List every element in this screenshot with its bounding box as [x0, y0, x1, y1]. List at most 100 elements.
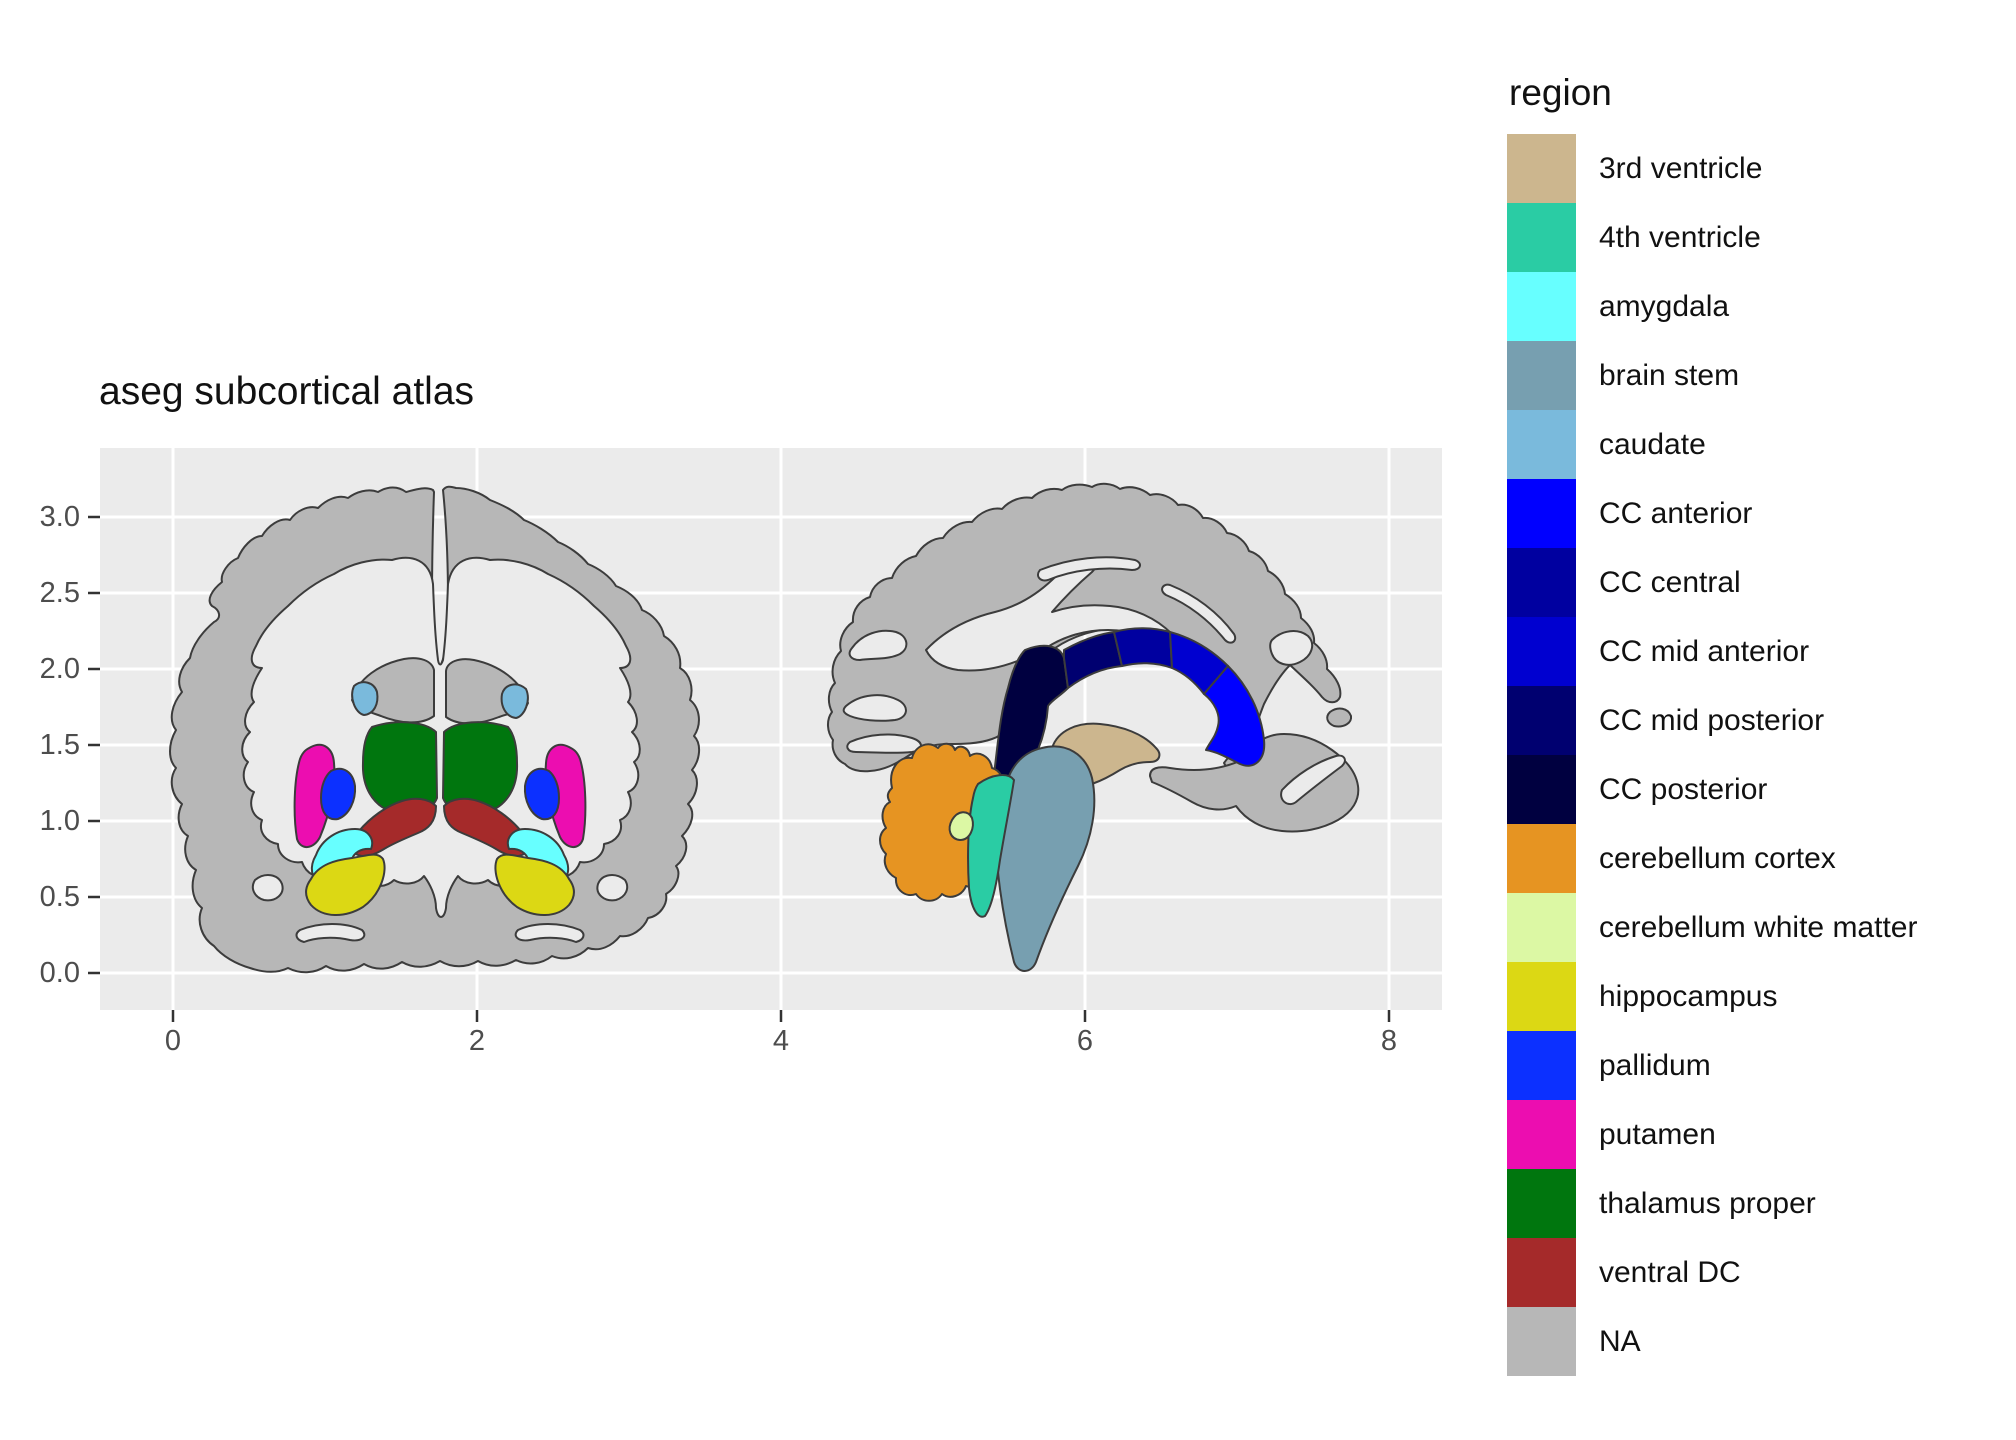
- y-tick-label: 1.5: [39, 729, 80, 761]
- legend-swatch: [1507, 1238, 1576, 1307]
- orbital-sulcus-cut: [1280, 754, 1346, 806]
- y-tick-label: 2.5: [39, 577, 80, 609]
- legend-swatch: [1507, 203, 1576, 272]
- legend-swatch: [1507, 1169, 1576, 1238]
- legend-row: CC central: [1507, 548, 1917, 617]
- legend-label: hippocampus: [1599, 979, 1778, 1013]
- legend-row: thalamus proper: [1507, 1169, 1917, 1238]
- legend-label: NA: [1599, 1324, 1641, 1358]
- legend-row: hippocampus: [1507, 962, 1917, 1031]
- hippocampus-right-shape: [494, 853, 575, 916]
- legend-label: CC posterior: [1599, 772, 1768, 806]
- legend-row: cerebellum white matter: [1507, 893, 1917, 962]
- cc-anterior-shape: [1203, 665, 1266, 767]
- y-tick-label: 0.5: [39, 881, 80, 913]
- legend-label: CC mid posterior: [1599, 703, 1825, 737]
- y-tick-label: 0.0: [39, 957, 80, 989]
- cingulate-sulcus-cut: [1037, 556, 1141, 582]
- occipital-sulcus-cut: [848, 629, 908, 661]
- legend-swatch: [1507, 272, 1576, 341]
- coronal-interior-cut: [241, 556, 641, 918]
- legend-swatch: [1507, 410, 1576, 479]
- caudate-left-shape: [351, 681, 379, 716]
- y-tick-label: 3.0: [39, 501, 80, 533]
- x-tick-label: 8: [1380, 1025, 1398, 1057]
- legend-row: amygdala: [1507, 272, 1917, 341]
- legend-label: 3rd ventricle: [1599, 151, 1763, 185]
- legend-swatch: [1507, 1031, 1576, 1100]
- legend-label: CC mid anterior: [1599, 634, 1810, 668]
- axis-tick-marks: [88, 515, 1391, 1022]
- legend: region 3rd ventricle 4th ventricle amygd…: [1507, 72, 1917, 1376]
- x-tick-label: 2: [468, 1025, 486, 1057]
- legend-row: CC mid anterior: [1507, 617, 1917, 686]
- hippocampus-left-shape: [305, 853, 386, 916]
- legend-row: NA: [1507, 1307, 1917, 1376]
- legend-title: region: [1509, 72, 1612, 113]
- legend-swatch: [1507, 548, 1576, 617]
- legend-row: brain stem: [1507, 341, 1917, 410]
- legend-row: cerebellum cortex: [1507, 824, 1917, 893]
- coronal-sulcus-cut: [251, 874, 284, 902]
- legend-swatch: [1507, 134, 1576, 203]
- pallidum-right-shape: [523, 767, 560, 821]
- cingulate-sulcus-cut: [1161, 583, 1237, 644]
- coronal-sulcus-cut: [295, 923, 366, 943]
- occipital-sulcus-cut: [846, 733, 922, 754]
- legend-row: putamen: [1507, 1100, 1917, 1169]
- legend-swatch: [1507, 479, 1576, 548]
- pallidum-left-shape: [320, 767, 357, 821]
- legend-swatch: [1507, 617, 1576, 686]
- legend-swatch: [1507, 1307, 1576, 1376]
- legend-label: 4th ventricle: [1599, 220, 1761, 254]
- x-tick-label: 0: [164, 1025, 182, 1057]
- orbital-cortex-shape: [1149, 733, 1360, 833]
- coronal-sulcus-cut: [514, 923, 585, 943]
- legend-swatch: [1507, 686, 1576, 755]
- page-title: aseg subcortical atlas: [99, 370, 475, 413]
- legend-row: CC mid posterior: [1507, 686, 1917, 755]
- frontal-sulcus-cut: [1269, 630, 1314, 666]
- cerebellum-white-matter-shape: [948, 811, 974, 841]
- legend-label: caudate: [1599, 427, 1706, 461]
- legend-swatch: [1507, 755, 1576, 824]
- putamen-left-shape: [293, 743, 336, 848]
- legend-label: putamen: [1599, 1117, 1716, 1151]
- cortex-island-shape: [1326, 707, 1353, 728]
- legend-label: pallidum: [1599, 1048, 1711, 1082]
- legend-label: amygdala: [1599, 289, 1730, 323]
- coronal-sulcus-cut: [596, 874, 629, 902]
- legend-label: CC anterior: [1599, 496, 1753, 530]
- sagittal-slice: [827, 482, 1360, 972]
- coronal-slice: [169, 485, 700, 974]
- legend-label: CC central: [1599, 565, 1741, 599]
- legend-label: cerebellum cortex: [1599, 841, 1836, 875]
- legend-row: 4th ventricle: [1507, 203, 1917, 272]
- legend-swatch: [1507, 1100, 1576, 1169]
- legend-row: 3rd ventricle: [1507, 134, 1917, 203]
- x-tick-label: 4: [772, 1025, 790, 1057]
- occipital-sulcus-cut: [842, 694, 907, 722]
- legend-swatch: [1507, 962, 1576, 1031]
- legend-swatch: [1507, 341, 1576, 410]
- legend-row: CC posterior: [1507, 755, 1917, 824]
- cc-central-shape: [1113, 627, 1173, 669]
- legend-row: pallidum: [1507, 1031, 1917, 1100]
- legend-items: 3rd ventricle 4th ventricle amygdala bra…: [1507, 134, 1917, 1376]
- legend-row: ventral DC: [1507, 1238, 1917, 1307]
- caudate-right-shape: [500, 683, 529, 719]
- putamen-right-shape: [544, 743, 587, 848]
- fourth-ventricle-shape: [967, 774, 1015, 918]
- legend-label: cerebellum white matter: [1599, 910, 1918, 944]
- legend-label: thalamus proper: [1599, 1186, 1816, 1220]
- legend-swatch: [1507, 824, 1576, 893]
- y-tick-label: 1.0: [39, 805, 80, 837]
- legend-swatch: [1507, 893, 1576, 962]
- x-tick-label: 6: [1076, 1025, 1094, 1057]
- legend-label: ventral DC: [1599, 1255, 1741, 1289]
- legend-label: brain stem: [1599, 358, 1740, 392]
- y-tick-label: 2.0: [39, 653, 80, 685]
- legend-row: CC anterior: [1507, 479, 1917, 548]
